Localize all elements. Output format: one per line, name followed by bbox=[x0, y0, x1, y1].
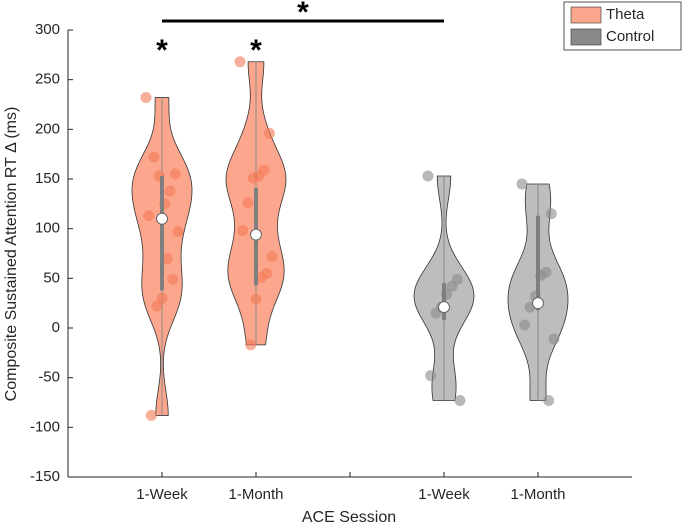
y-tick-label: 50 bbox=[43, 269, 60, 286]
y-tick-label: 300 bbox=[35, 21, 60, 38]
data-point bbox=[422, 170, 434, 182]
data-point bbox=[151, 300, 163, 312]
median bbox=[438, 301, 450, 314]
y-axis-label: Composite Sustained Attention RT Δ (ms) bbox=[3, 107, 20, 402]
data-point bbox=[519, 319, 531, 331]
y-tick-label: 100 bbox=[35, 220, 60, 237]
data-point bbox=[255, 271, 267, 283]
data-point bbox=[516, 178, 528, 190]
data-point bbox=[242, 197, 254, 209]
y-tick-label: 0 bbox=[52, 319, 60, 336]
y-tick-label: 200 bbox=[35, 120, 60, 137]
data-point bbox=[425, 370, 437, 382]
legend-label: Control bbox=[606, 28, 654, 45]
data-point bbox=[446, 280, 458, 292]
data-point bbox=[545, 208, 557, 220]
data-point bbox=[161, 252, 173, 264]
data-point bbox=[263, 127, 275, 139]
y-tick-label: 150 bbox=[35, 170, 60, 187]
data-point bbox=[148, 151, 160, 163]
legend-label: Theta bbox=[606, 6, 645, 23]
median bbox=[532, 297, 544, 310]
legend-swatch bbox=[570, 28, 602, 46]
y-tick-label: -100 bbox=[30, 418, 60, 435]
data-point bbox=[543, 395, 555, 407]
x-tick-label: 1-Week bbox=[136, 486, 188, 503]
data-point bbox=[266, 250, 278, 262]
data-point bbox=[548, 333, 560, 345]
data-point bbox=[250, 293, 262, 305]
y-tick-label: -150 bbox=[30, 468, 60, 485]
data-point bbox=[167, 273, 179, 285]
data-point bbox=[245, 339, 257, 351]
data-point bbox=[430, 307, 442, 319]
data-point bbox=[454, 395, 466, 407]
x-axis-label: ACE Session bbox=[302, 509, 396, 526]
legend-swatch bbox=[570, 6, 602, 24]
data-point bbox=[247, 172, 259, 184]
median bbox=[250, 228, 262, 241]
significance-star: * bbox=[250, 34, 262, 67]
x-tick-label: 1-Month bbox=[228, 486, 283, 503]
y-tick-label: -50 bbox=[38, 369, 60, 386]
significance-star: * bbox=[156, 34, 168, 67]
y-tick-label: 250 bbox=[35, 71, 60, 88]
data-point bbox=[234, 56, 246, 68]
data-point bbox=[172, 226, 184, 238]
x-tick-label: 1-Month bbox=[510, 486, 565, 503]
significance-star: * bbox=[297, 0, 309, 29]
data-point bbox=[143, 210, 155, 222]
data-point bbox=[140, 92, 152, 104]
data-point bbox=[156, 292, 168, 304]
median bbox=[156, 212, 168, 225]
x-tick-label: 1-Week bbox=[418, 486, 470, 503]
data-point bbox=[237, 225, 249, 237]
data-point bbox=[145, 409, 157, 421]
data-point bbox=[164, 185, 176, 197]
data-point bbox=[169, 168, 181, 180]
